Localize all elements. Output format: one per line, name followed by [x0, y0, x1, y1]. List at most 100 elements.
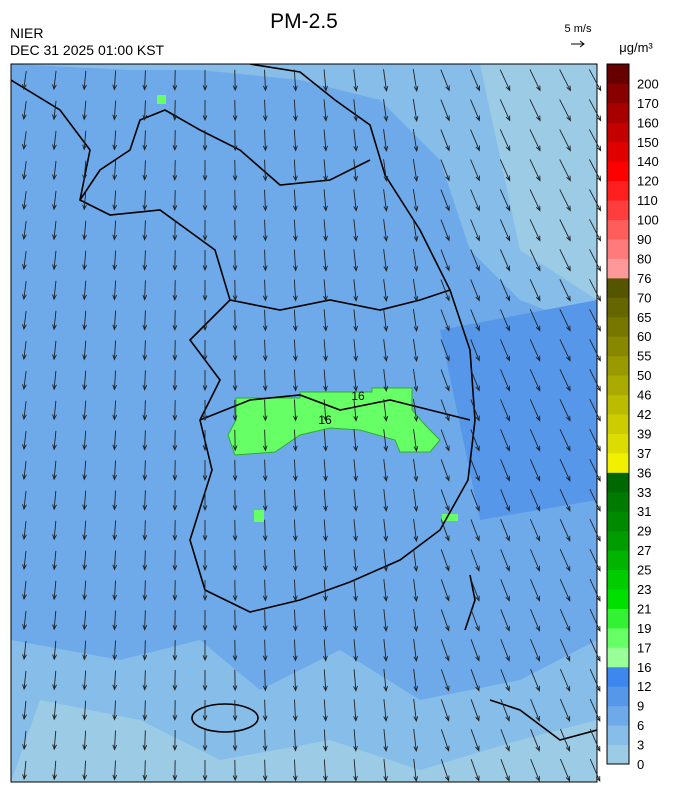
wind-arrow [172, 670, 178, 691]
pm-field-high [157, 95, 166, 104]
wind-arrow [323, 609, 328, 632]
wind-arrow [589, 309, 601, 332]
wind-arrow [588, 129, 602, 152]
wind-arrow [353, 549, 358, 572]
wind-arrow [413, 368, 419, 393]
wind-arrow [262, 759, 268, 782]
wind-arrow [559, 698, 571, 722]
wind-arrow [383, 309, 389, 332]
wind-arrow [262, 699, 268, 722]
wind-arrow [353, 759, 358, 782]
colorbar-segment [607, 491, 629, 512]
colorbar-segment [607, 472, 629, 493]
wind-arrow [440, 369, 450, 392]
wind-arrow [262, 669, 268, 692]
wind-arrow [292, 609, 298, 632]
wind-arrow [52, 100, 57, 121]
wind-arrow [22, 760, 27, 781]
wind-arrow [172, 280, 178, 301]
wind-arrow [142, 580, 148, 601]
wind-arrow [588, 69, 602, 92]
colorbar-segment [607, 550, 629, 571]
wind-arrow [413, 398, 419, 423]
wind-arrow [383, 489, 389, 512]
wind-arrow [413, 668, 419, 693]
pm-field-high [254, 510, 264, 522]
wind-arrow [323, 669, 328, 692]
wind-arrow [440, 69, 450, 92]
wind-arrow [589, 189, 602, 212]
wind-arrow [262, 69, 268, 92]
wind-arrow [202, 760, 208, 782]
wind-arrow [529, 429, 541, 452]
wind-arrow [142, 460, 148, 481]
wind-arrow [559, 549, 571, 572]
colorbar-segment [607, 414, 629, 434]
wind-arrow [292, 369, 298, 392]
colorbar-segment [607, 725, 629, 746]
colorbar-label: 31 [637, 504, 651, 519]
wind-arrow [470, 279, 480, 302]
wind-arrow [589, 399, 601, 422]
wind-arrow [292, 489, 298, 512]
wind-arrow [440, 189, 450, 212]
wind-arrow [262, 399, 268, 422]
wind-arrow [52, 700, 57, 721]
wind-arrow [293, 249, 298, 272]
wind-arrow [353, 429, 358, 452]
wind-arrow [413, 608, 419, 633]
wind-arrow [353, 519, 358, 542]
wind-arrow [202, 430, 208, 452]
wind-arrow [383, 609, 389, 633]
wind-arrow [589, 668, 601, 692]
wind-arrow [262, 489, 268, 512]
pm-field-high [442, 514, 458, 521]
colorbar-label: 170 [637, 96, 659, 111]
wind-arrow [142, 280, 148, 301]
wind-arrow [413, 728, 419, 753]
wind-arrow [22, 640, 27, 661]
wind-arrow [500, 579, 510, 602]
colorbar-segment [607, 102, 629, 123]
wind-arrow [559, 99, 571, 122]
wind-arrow [52, 340, 57, 361]
colorbar-label: 12 [637, 679, 651, 694]
wind-arrow [22, 250, 27, 271]
wind-arrow [413, 518, 419, 543]
wind-arrow [112, 490, 118, 511]
wind-arrow [232, 489, 238, 512]
wind-arrow [262, 279, 268, 302]
wind-arrow [82, 130, 87, 151]
wind-arrow [142, 400, 148, 421]
colorbar-segment [607, 627, 629, 648]
wind-arrow [589, 518, 601, 542]
wind-arrow [22, 190, 27, 211]
wind-arrow [440, 579, 450, 602]
wind-arrow [202, 100, 208, 122]
wind-arrow [22, 430, 27, 451]
wind-arrow [82, 220, 87, 241]
wind-arrow [292, 669, 298, 692]
wind-arrow [22, 670, 27, 691]
colorbar-label: 16 [637, 660, 651, 675]
wind-arrow [559, 608, 571, 632]
wind-arrow [530, 639, 540, 662]
wind-arrow [529, 69, 541, 92]
wind-arrow [52, 490, 57, 511]
wind-arrow [172, 700, 178, 721]
wind-arrow [353, 729, 358, 752]
wind-arrow [323, 249, 328, 272]
wind-arrow [112, 220, 118, 241]
wind-arrow [112, 670, 118, 691]
colorbar-label: 60 [637, 329, 651, 344]
colorbar-label: 19 [637, 621, 651, 636]
wind-arrow [589, 728, 601, 753]
wind-arrow [529, 339, 541, 362]
wind-arrow [172, 520, 178, 541]
colorbar-segment [607, 744, 629, 765]
wind-arrow [383, 729, 388, 753]
wind-arrow [262, 609, 268, 632]
wind-arrow [383, 99, 389, 122]
wind-arrow [112, 730, 118, 751]
wind-arrow [232, 759, 238, 782]
